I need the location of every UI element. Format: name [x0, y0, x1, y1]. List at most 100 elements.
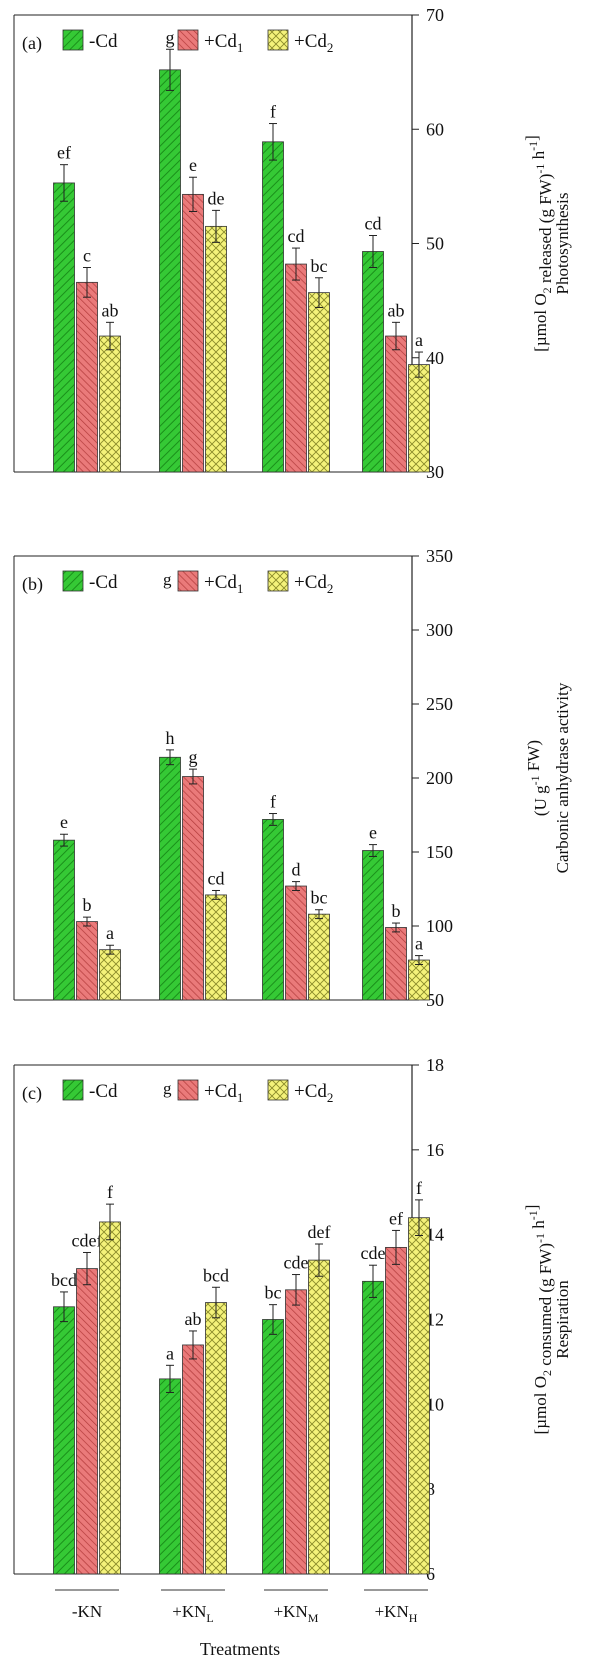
- significance-letter: ef: [389, 1208, 403, 1228]
- x-axis-labels: -KN +KNL +KNM +KNH Treatments: [55, 1589, 428, 1659]
- y-tick-label: 200: [426, 768, 453, 788]
- panel-tag: (b): [22, 574, 43, 595]
- bar-cd-free: [262, 1319, 284, 1575]
- significance-letter: h: [166, 728, 175, 748]
- significance-letter: a: [415, 330, 423, 350]
- legend-label-cd1: +Cd1: [204, 572, 243, 596]
- x-axis-title: Treatments: [200, 1639, 280, 1659]
- y-tick-label: 150: [426, 842, 453, 862]
- bar-cd1: [285, 885, 307, 1001]
- bar-cd2: [205, 225, 227, 473]
- y-tick-label: 50: [426, 990, 444, 1010]
- y-tick-label: 18: [426, 1055, 444, 1075]
- legend-swatch-cd2: [267, 29, 289, 51]
- legend-label-cd2: +Cd2: [294, 1081, 333, 1105]
- bar-cd2: [408, 364, 430, 473]
- bar-cd2: [99, 1221, 121, 1575]
- panel-b: 50 100 150 200 250 300 350 (U g-1 FW) Carbonic a…: [13, 546, 572, 1010]
- x-tick-label: +KNH: [375, 1602, 418, 1625]
- y-axis-label: [µmol O2 consumed (g FW)-1 h-1]: [522, 1205, 555, 1435]
- x-tick-label: -KN: [72, 1602, 102, 1621]
- panel-c: 6 8 10 12 14 16 18 [µmol O2 consumed (g FW)-1 h…: [13, 1055, 572, 1584]
- bar-cd2: [205, 1302, 227, 1575]
- y-tick-label: 60: [426, 119, 444, 139]
- bar-cd1: [385, 335, 407, 473]
- significance-letter: ab: [185, 1309, 202, 1329]
- y-tick-label: 12: [426, 1310, 444, 1330]
- significance-letter: def: [308, 1222, 331, 1242]
- significance-letter: a: [415, 934, 423, 954]
- significance-letter: a: [166, 1343, 174, 1363]
- legend-swatch-cd2: [267, 570, 289, 592]
- significance-letter: f: [270, 792, 276, 812]
- bar-cd1: [285, 263, 307, 473]
- legend-swatch-cd1: [177, 1079, 199, 1101]
- bar-cd-free: [159, 756, 181, 1001]
- x-tick-label: +KNL: [172, 1602, 214, 1625]
- significance-letter: de: [208, 188, 225, 208]
- y-tick-label: 70: [426, 5, 444, 25]
- bar-cd1: [182, 193, 204, 473]
- panel-tag: (a): [22, 33, 42, 54]
- legend-swatch-cd-free: [62, 570, 84, 592]
- legend: -Cd +Cd1 +Cd2: [62, 29, 333, 55]
- bar-cd1: [76, 1268, 98, 1575]
- legend-swatch-cd-free: [62, 1079, 84, 1101]
- y-tick-label: 350: [426, 546, 453, 566]
- significance-letter: e: [60, 812, 68, 832]
- legend-label-cd2: +Cd2: [294, 31, 333, 55]
- y-tick-label: 14: [426, 1225, 444, 1245]
- y-tick-label: 50: [426, 234, 444, 254]
- significance-letter: cd: [288, 226, 305, 246]
- bar-cd-free: [362, 251, 384, 473]
- significance-letter: cde: [361, 1243, 386, 1263]
- bar-cd2: [408, 1217, 430, 1575]
- bar-cd2: [308, 292, 330, 473]
- y-axis-title: Photosynthesis: [553, 192, 572, 294]
- bar-cd-free: [159, 1378, 181, 1575]
- bar-cd1: [385, 1246, 407, 1575]
- bar-cd-free: [159, 69, 181, 473]
- y-axis-label: (U g-1 FW): [524, 740, 550, 816]
- y-tick-label: 6: [426, 1564, 435, 1584]
- bar-cd-free: [53, 839, 75, 1001]
- y-tick-label: 10: [426, 1394, 444, 1414]
- significance-letter: f: [416, 1178, 422, 1198]
- legend-label-cd2: +Cd2: [294, 572, 333, 596]
- significance-letter: g: [166, 27, 175, 47]
- bar-cd1: [76, 921, 98, 1001]
- bar-cd1: [285, 1289, 307, 1575]
- significance-letter: cdef: [72, 1230, 103, 1250]
- bar-cd-free: [53, 182, 75, 473]
- significance-letter: bc: [265, 1283, 282, 1303]
- significance-letter: b: [83, 895, 92, 915]
- legend-swatch-cd2: [267, 1079, 289, 1101]
- bar-cd2: [308, 1259, 330, 1575]
- significance-letter: bc: [311, 888, 328, 908]
- bar-cd1: [76, 281, 98, 473]
- bar-cd1: [385, 927, 407, 1001]
- significance-letter: g: [189, 747, 198, 767]
- legend-swatch-cd1: [177, 570, 199, 592]
- bar-cd1: [182, 1344, 204, 1575]
- significance-letter: cd: [208, 868, 225, 888]
- bar-cd-free: [362, 1280, 384, 1575]
- legend-label-cd-free: -Cd: [89, 572, 118, 593]
- y-tick-label: 250: [426, 694, 453, 714]
- significance-letter: e: [369, 823, 377, 843]
- significance-letter: cd: [365, 214, 382, 234]
- panel-tag: (c): [22, 1083, 42, 1104]
- y-axis-title: Respiration: [553, 1280, 572, 1359]
- legend-swatch-cd1: [177, 29, 199, 51]
- y-tick-label: 16: [426, 1140, 444, 1160]
- legend-label-cd-free: -Cd: [89, 31, 118, 52]
- y-tick-label: 30: [426, 462, 444, 482]
- significance-letter: ab: [388, 300, 405, 320]
- y-tick-label: 100: [426, 916, 453, 936]
- significance-letter: f: [270, 102, 276, 122]
- y-axis-label: [µmol O2 released (g FW)-1 h-1]: [522, 135, 555, 352]
- bar-cd-free: [262, 819, 284, 1001]
- bar-cd-free: [262, 141, 284, 473]
- significance-letter: a: [106, 923, 114, 943]
